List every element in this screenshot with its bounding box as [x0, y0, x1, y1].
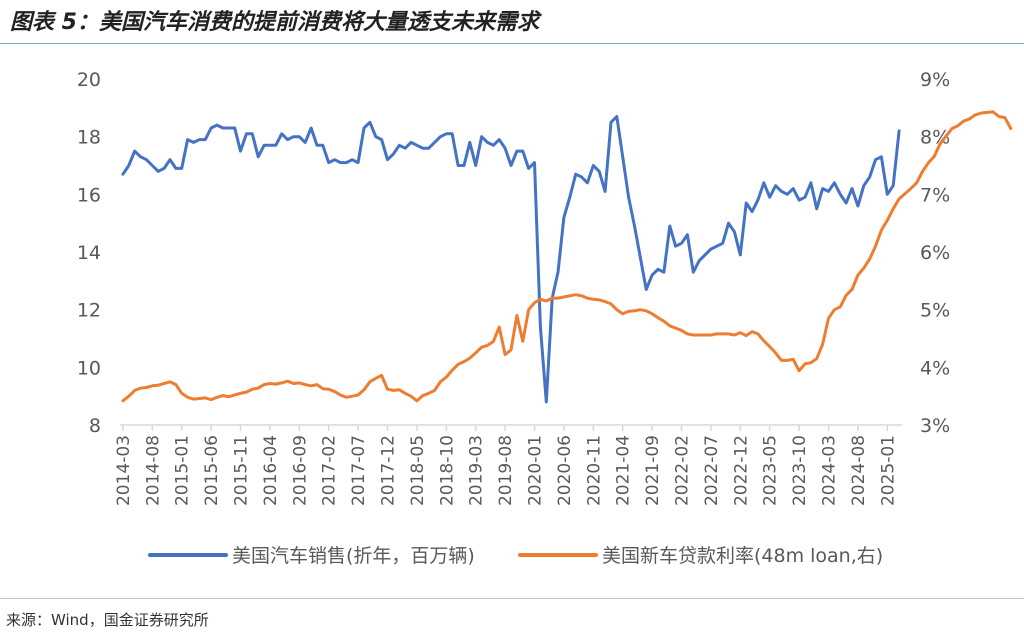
x-tick-label: 2025-01	[878, 435, 898, 506]
y-right-tick-label: 3%	[920, 415, 950, 437]
y-right-tick-label: 9%	[920, 69, 950, 91]
source-divider	[0, 598, 1024, 599]
x-tick-label: 2015-11	[232, 435, 252, 506]
x-tick-label: 2015-01	[173, 435, 193, 506]
x-tick-label: 2023-05	[761, 435, 781, 506]
x-tick-label: 2014-08	[143, 435, 163, 506]
y-left-tick-label: 18	[77, 127, 101, 149]
x-tick-label: 2015-06	[202, 435, 222, 506]
x-tick-label: 2017-02	[320, 435, 340, 506]
x-tick-label: 2022-07	[702, 435, 722, 506]
source-note: 来源：Wind，国金证券研究所	[6, 611, 209, 629]
y-left-tick-label: 20	[77, 69, 101, 91]
chart-title: 图表 5：美国汽车消费的提前消费将大量透支未来需求	[10, 10, 539, 35]
x-tick-label: 2020-11	[584, 435, 604, 506]
y-left-tick-label: 14	[77, 242, 101, 264]
x-tick-label: 2016-09	[290, 435, 310, 506]
x-tick-label: 2023-10	[790, 435, 810, 506]
y-left-tick-label: 16	[77, 184, 101, 206]
x-tick-label: 2022-12	[731, 435, 751, 506]
y-left-tick-label: 10	[77, 357, 101, 379]
title-divider	[0, 43, 1024, 44]
series-line-sales	[121, 115, 901, 404]
x-tick-label: 2017-12	[379, 435, 399, 506]
chart-axes: 8 10 12 14 16 18 20 3% 4% 5% 6% 7% 8% 9% 2014-03 2014-0…	[77, 69, 950, 506]
y-right-tick-label: 4%	[920, 357, 950, 379]
legend-label-rate: 美国新车贷款利率(48m loan,右)	[602, 545, 883, 567]
legend-label-sales: 美国汽车销售(折年，百万辆)	[232, 545, 475, 567]
y-right-tick-label: 5%	[920, 300, 950, 322]
x-tick-label: 2019-08	[496, 435, 516, 506]
x-tick-label: 2024-08	[849, 435, 869, 506]
x-tick-label: 2020-06	[555, 435, 575, 506]
chart-lines	[121, 110, 1013, 404]
x-tick-label: 2021-09	[643, 435, 663, 506]
x-tick-label: 2022-02	[673, 435, 693, 506]
series-line-rate	[121, 110, 1013, 403]
x-tick-label: 2018-10	[437, 435, 457, 506]
x-tick-label: 2019-03	[467, 435, 487, 506]
x-tick-label: 2014-03	[114, 435, 134, 506]
y-right-tick-label: 7%	[920, 184, 950, 206]
x-tick-label: 2024-03	[820, 435, 840, 506]
x-tick-label: 2016-04	[261, 435, 281, 506]
chart-legend: 美国汽车销售(折年，百万辆) 美国新车贷款利率(48m loan,右)	[148, 545, 883, 567]
y-right-tick-label: 6%	[920, 242, 950, 264]
x-tick-label: 2017-07	[349, 435, 369, 506]
y-left-tick-label: 12	[77, 300, 101, 322]
chart-area: 8 10 12 14 16 18 20 3% 4% 5% 6% 7% 8% 9% 2014-03 2014-0…	[77, 69, 1013, 567]
x-tick-label: 2020-01	[526, 435, 546, 506]
y-left-tick-label: 8	[89, 415, 101, 437]
x-tick-label: 2021-04	[614, 435, 634, 506]
x-tick-label: 2018-05	[408, 435, 428, 506]
y-right-tick-label: 8%	[920, 127, 950, 149]
